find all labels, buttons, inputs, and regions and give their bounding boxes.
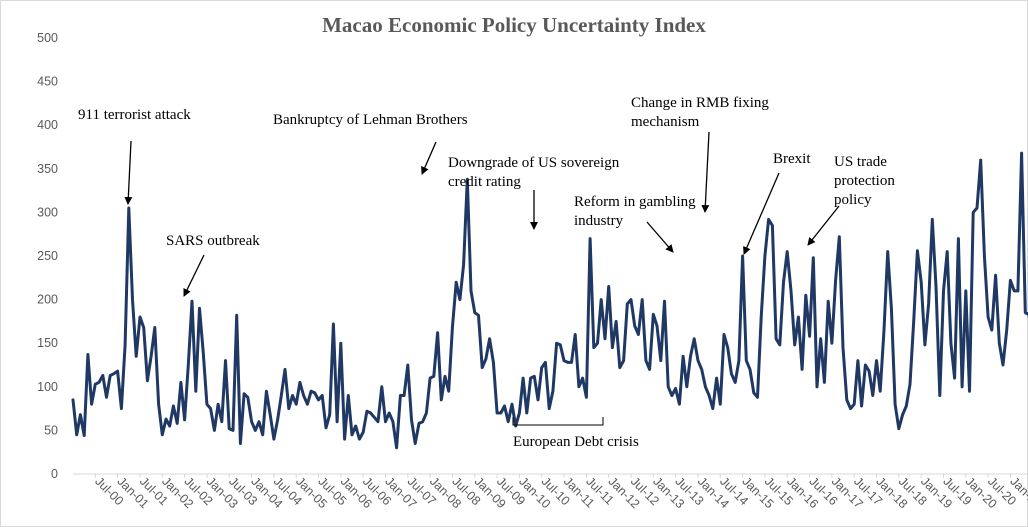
annotation: SARS outbreak xyxy=(166,233,260,297)
annotation: European Debt crisis xyxy=(512,417,639,450)
annotation-arrow xyxy=(124,140,133,205)
chart-title: Macao Economic Policy Uncertainty Index xyxy=(322,13,706,37)
annotation-arrow xyxy=(646,221,674,253)
y-tick-label: 350 xyxy=(37,162,58,176)
annotation: Reform in gambling industry xyxy=(574,194,696,253)
annotation-arrow xyxy=(743,172,780,255)
annotation-bracket xyxy=(512,417,604,426)
y-tick-label: 400 xyxy=(37,118,58,132)
annotation: 911 terrorist attack xyxy=(78,107,191,205)
annotation-arrow xyxy=(421,141,437,175)
y-tick-label: 50 xyxy=(44,423,58,437)
annotation-arrow xyxy=(807,205,840,246)
annotation-text: US trade xyxy=(834,154,887,170)
annotation-text: European Debt crisis xyxy=(513,434,639,450)
annotation-text: Reform in gambling xyxy=(574,194,696,210)
annotation-text: policy xyxy=(834,192,872,208)
annotation-text: industry xyxy=(574,213,624,229)
annotation: Downgrade of US sovereign credit rating xyxy=(448,155,620,230)
annotation-text: credit rating xyxy=(448,174,521,190)
epu-series-line xyxy=(71,151,1028,450)
y-tick-label: 150 xyxy=(37,336,58,350)
annotation-text: 911 terrorist attack xyxy=(78,107,191,123)
y-tick-label: 300 xyxy=(37,205,58,219)
annotation-arrow xyxy=(183,254,205,297)
y-tick-label: 0 xyxy=(51,467,58,481)
annotation: US trade protection policy xyxy=(807,154,895,246)
annotation-text: Brexit xyxy=(773,151,811,167)
annotation-text: Bankruptcy of Lehman Brothers xyxy=(273,112,468,128)
annotation-arrow xyxy=(701,131,710,213)
annotation-text: Downgrade of US sovereign xyxy=(448,155,620,171)
annotation: Brexit xyxy=(743,151,811,255)
annotation: Bankruptcy of Lehman Brothers xyxy=(273,112,468,175)
y-tick-label: 250 xyxy=(37,249,58,263)
annotation-text: SARS outbreak xyxy=(166,233,260,249)
y-tick-label: 100 xyxy=(37,380,58,394)
annotation-text: mechanism xyxy=(631,114,700,130)
y-tick-label: 200 xyxy=(37,293,58,307)
annotation-text: Change in RMB fixing xyxy=(631,95,769,111)
y-tick-label: 500 xyxy=(37,31,58,45)
annotation-text: protection xyxy=(834,173,895,189)
annotation: Change in RMB fixing mechanism xyxy=(631,95,769,213)
y-tick-label: 450 xyxy=(37,75,58,89)
